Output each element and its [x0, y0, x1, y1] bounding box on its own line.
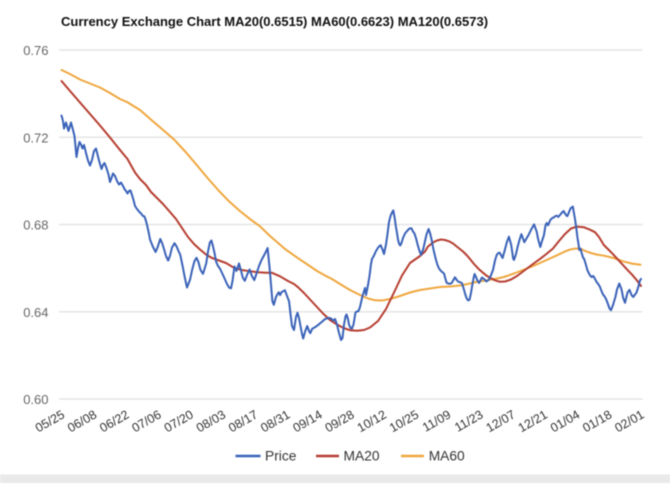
- svg-text:0.68: 0.68: [23, 218, 48, 233]
- svg-text:0.64: 0.64: [23, 305, 48, 320]
- svg-text:0.76: 0.76: [23, 43, 48, 58]
- svg-text:Price: Price: [265, 449, 297, 464]
- svg-text:MA60: MA60: [429, 449, 465, 464]
- svg-text:0.72: 0.72: [23, 130, 48, 145]
- svg-text:Currency Exchange Chart MA20(0: Currency Exchange Chart MA20(0.6515) MA6…: [61, 14, 488, 29]
- svg-text:MA20: MA20: [344, 449, 380, 464]
- svg-text:0.60: 0.60: [23, 392, 48, 407]
